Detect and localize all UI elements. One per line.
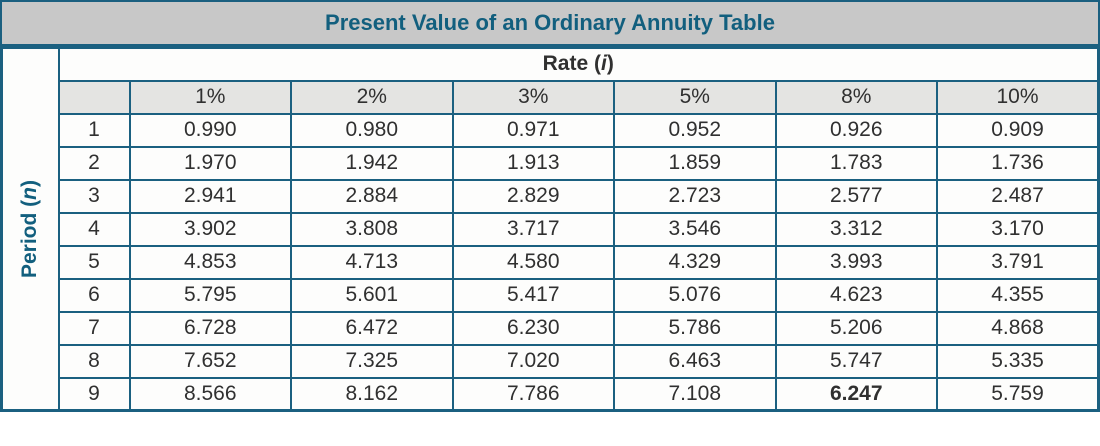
table-row: 8 7.652 7.325 7.020 6.463 5.747 5.335 <box>2 343 1100 379</box>
value-cell: 1.942 <box>290 145 454 181</box>
value-cell: 1.783 <box>774 145 938 181</box>
value-cell: 2.577 <box>774 178 938 214</box>
value-cell: 1.913 <box>451 145 615 181</box>
table-row: 6 5.795 5.601 5.417 5.076 4.623 4.355 <box>2 277 1100 313</box>
value-cell: 4.623 <box>774 277 938 313</box>
value-cell: 1.859 <box>613 145 777 181</box>
percent-header-row: 1% 2% 3% 5% 8% 10% <box>2 79 1100 115</box>
period-axis-label: Period (n) <box>18 179 42 278</box>
value-cell: 5.076 <box>613 277 777 313</box>
period-cell: 8 <box>57 343 131 379</box>
value-cell: 2.723 <box>613 178 777 214</box>
value-cell: 3.170 <box>936 211 1100 247</box>
value-cell: 0.980 <box>290 112 454 148</box>
value-cell: 6.472 <box>290 310 454 346</box>
value-cell: 8.162 <box>290 376 454 412</box>
value-cell: 4.868 <box>936 310 1100 346</box>
table-row: 3 2.941 2.884 2.829 2.723 2.577 2.487 <box>2 178 1100 214</box>
rate-variable: i <box>601 52 607 76</box>
value-cell: 2.884 <box>290 178 454 214</box>
table-title-text: Present Value of an Ordinary Annuity Tab… <box>325 10 775 35</box>
value-cell: 5.417 <box>451 277 615 313</box>
table-row: 1 0.990 0.980 0.971 0.952 0.926 0.909 <box>2 112 1100 148</box>
value-cell: 2.829 <box>451 178 615 214</box>
value-cell: 3.808 <box>290 211 454 247</box>
column-header-10pct: 10% <box>936 79 1100 115</box>
value-cell: 7.652 <box>128 343 292 379</box>
column-header-2pct: 2% <box>290 79 454 115</box>
corner-cell <box>57 79 131 115</box>
value-cell: 5.335 <box>936 343 1100 379</box>
value-cell: 6.463 <box>613 343 777 379</box>
table-row: 4 3.902 3.808 3.717 3.546 3.312 3.170 <box>2 211 1100 247</box>
value-cell: 5.795 <box>128 277 292 313</box>
value-cell: 4.355 <box>936 277 1100 313</box>
period-cell: 3 <box>57 178 131 214</box>
value-cell: 3.717 <box>451 211 615 247</box>
value-cell: 3.791 <box>936 244 1100 280</box>
table-row: 2 1.970 1.942 1.913 1.859 1.783 1.736 <box>2 145 1100 181</box>
column-header-3pct: 3% <box>451 79 615 115</box>
value-cell: 0.909 <box>936 112 1100 148</box>
highlighted-value-cell: 6.247 <box>774 376 938 412</box>
column-header-8pct: 8% <box>774 79 938 115</box>
period-variable: n <box>18 186 42 200</box>
period-cell: 7 <box>57 310 131 346</box>
period-cell: 6 <box>57 277 131 313</box>
period-axis-cell: Period (n) <box>0 46 60 412</box>
value-cell: 1.736 <box>936 145 1100 181</box>
value-cell: 4.329 <box>613 244 777 280</box>
table-row: 5 4.853 4.713 4.580 4.329 3.993 3.791 <box>2 244 1100 280</box>
value-cell: 6.230 <box>451 310 615 346</box>
value-cell: 8.566 <box>128 376 292 412</box>
table-row: 9 8.566 8.162 7.786 7.108 6.247 5.759 <box>2 376 1100 412</box>
value-cell: 1.970 <box>128 145 292 181</box>
value-cell: 5.747 <box>774 343 938 379</box>
value-cell: 7.325 <box>290 343 454 379</box>
table-title: Present Value of an Ordinary Annuity Tab… <box>0 0 1100 46</box>
value-cell: 3.902 <box>128 211 292 247</box>
value-cell: 3.993 <box>774 244 938 280</box>
value-cell: 3.546 <box>613 211 777 247</box>
annuity-table: Period (n) Rate (i) 1% 2% 3% 5% 8% 10% 1… <box>0 46 1100 412</box>
period-cell: 2 <box>57 145 131 181</box>
value-cell: 5.206 <box>774 310 938 346</box>
value-cell: 0.926 <box>774 112 938 148</box>
value-cell: 5.601 <box>290 277 454 313</box>
period-cell: 4 <box>57 211 131 247</box>
value-cell: 4.580 <box>451 244 615 280</box>
value-cell: 7.786 <box>451 376 615 412</box>
value-cell: 5.786 <box>613 310 777 346</box>
value-cell: 5.759 <box>936 376 1100 412</box>
value-cell: 3.312 <box>774 211 938 247</box>
period-cell: 9 <box>57 376 131 412</box>
value-cell: 0.952 <box>613 112 777 148</box>
period-cell: 1 <box>57 112 131 148</box>
value-cell: 0.990 <box>128 112 292 148</box>
value-cell: 2.487 <box>936 178 1100 214</box>
rate-header-row: Period (n) Rate (i) <box>0 46 1100 412</box>
value-cell: 2.941 <box>128 178 292 214</box>
rate-axis-label: Rate (i) <box>57 46 1100 82</box>
value-cell: 4.853 <box>128 244 292 280</box>
period-cell: 5 <box>57 244 131 280</box>
annuity-table-body: Period (n) Rate (i) 1% 2% 3% 5% 8% 10% 1… <box>0 46 1100 412</box>
value-cell: 7.108 <box>613 376 777 412</box>
table-row: 7 6.728 6.472 6.230 5.786 5.206 4.868 <box>2 310 1100 346</box>
column-header-1pct: 1% <box>128 79 292 115</box>
value-cell: 7.020 <box>451 343 615 379</box>
value-cell: 0.971 <box>451 112 615 148</box>
value-cell: 4.713 <box>290 244 454 280</box>
column-header-5pct: 5% <box>613 79 777 115</box>
value-cell: 6.728 <box>128 310 292 346</box>
